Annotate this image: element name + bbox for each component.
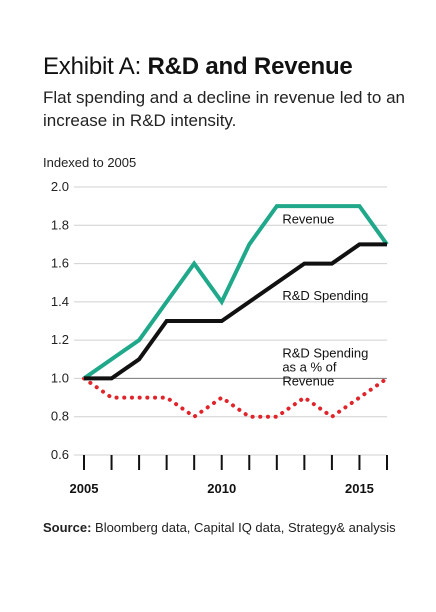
source-text: Bloomberg data, Capital IQ data, Strateg… bbox=[91, 520, 396, 535]
y-tick-labels: 0.6 0.8 1.0 1.2 1.4 1.6 1.8 2.0 bbox=[51, 179, 69, 462]
source-label: Source: bbox=[43, 520, 92, 535]
y-axis-label: Indexed to 2005 bbox=[43, 155, 137, 170]
y-tick-label: 1.8 bbox=[51, 217, 69, 232]
annotations: Revenue R&D Spending R&D Spending as a % of… bbox=[282, 211, 368, 388]
chart-title: Exhibit A: R&D and Revenue bbox=[43, 52, 353, 82]
y-tick-label: 0.6 bbox=[51, 447, 69, 462]
y-tick-label: 1.6 bbox=[51, 256, 69, 271]
chart-subtitle: Flat spending and a decline in revenue l… bbox=[43, 88, 405, 130]
y-tick-label: 1.2 bbox=[51, 332, 69, 347]
series-annotation-0: Revenue bbox=[282, 211, 334, 226]
series-annotation-1: R&D Spending bbox=[282, 288, 368, 303]
y-gridlines bbox=[74, 186, 387, 456]
series-lines bbox=[82, 204, 389, 420]
y-tick-label: 1.0 bbox=[51, 370, 69, 385]
x-tick-label: 2010 bbox=[207, 481, 236, 496]
y-tick-label: 2.0 bbox=[51, 179, 69, 194]
x-tick-label: 2015 bbox=[345, 481, 374, 496]
series-annotation-2: R&D Spending as a % of Revenue bbox=[282, 345, 368, 388]
y-tick-label: 0.8 bbox=[51, 409, 69, 424]
x-tick-label: 2005 bbox=[70, 481, 99, 496]
y-tick-label: 1.4 bbox=[51, 294, 69, 309]
x-axis: 2005 2010 2015 bbox=[70, 455, 388, 496]
source-note: Source: Bloomberg data, Capital IQ data,… bbox=[43, 519, 423, 537]
series-line-1 bbox=[84, 242, 387, 381]
title-prefix: Exhibit A: bbox=[43, 53, 148, 80]
series-line-2 bbox=[82, 376, 389, 420]
title-bold: R&D and Revenue bbox=[147, 53, 353, 80]
series-line-0 bbox=[82, 204, 389, 381]
